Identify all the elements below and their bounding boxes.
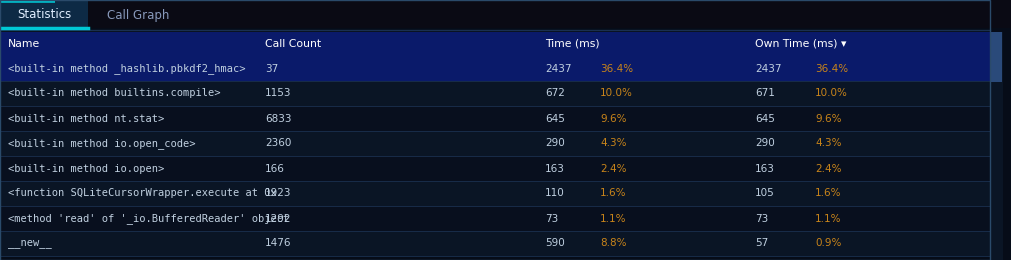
Text: 10.0%: 10.0% — [600, 88, 633, 99]
Bar — [0, 106, 990, 131]
Text: 672: 672 — [545, 88, 565, 99]
Text: __new__: __new__ — [8, 238, 52, 249]
Text: 105: 105 — [755, 188, 774, 198]
Text: 1923: 1923 — [265, 188, 291, 198]
Text: 290: 290 — [755, 139, 774, 148]
Text: 36.4%: 36.4% — [600, 63, 633, 74]
Text: 2437: 2437 — [545, 63, 571, 74]
Text: Call Graph: Call Graph — [107, 9, 169, 22]
Text: Call Count: Call Count — [265, 39, 321, 49]
Text: 1.6%: 1.6% — [815, 188, 841, 198]
Text: <built-in method io.open>: <built-in method io.open> — [8, 164, 164, 173]
Bar — [0, 181, 990, 206]
Bar — [0, 131, 990, 156]
Text: 290: 290 — [545, 139, 565, 148]
Bar — [0, 32, 990, 56]
Bar — [0, 156, 990, 181]
Bar — [0, 206, 990, 231]
Text: 166: 166 — [265, 164, 285, 173]
Text: 9.6%: 9.6% — [600, 114, 627, 124]
Text: 1.6%: 1.6% — [600, 188, 627, 198]
Text: 9.6%: 9.6% — [815, 114, 841, 124]
Text: 1.1%: 1.1% — [815, 213, 841, 224]
Text: 2360: 2360 — [265, 139, 291, 148]
Text: 1292: 1292 — [265, 213, 291, 224]
Text: 36.4%: 36.4% — [815, 63, 848, 74]
Text: <built-in method _hashlib.pbkdf2_hmac>: <built-in method _hashlib.pbkdf2_hmac> — [8, 63, 246, 74]
Text: 2.4%: 2.4% — [600, 164, 627, 173]
Text: 645: 645 — [755, 114, 774, 124]
Text: 2437: 2437 — [755, 63, 782, 74]
Bar — [991, 32, 1002, 82]
Text: 4.3%: 4.3% — [600, 139, 627, 148]
Text: Statistics: Statistics — [17, 9, 71, 22]
Text: 73: 73 — [545, 213, 558, 224]
Text: 6833: 6833 — [265, 114, 291, 124]
Text: 0.9%: 0.9% — [815, 238, 841, 249]
Text: 57: 57 — [755, 238, 768, 249]
Text: 110: 110 — [545, 188, 565, 198]
Bar — [0, 81, 990, 106]
Text: <built-in method io.open_code>: <built-in method io.open_code> — [8, 138, 195, 149]
Text: <built-in method nt.stat>: <built-in method nt.stat> — [8, 114, 164, 124]
Bar — [0, 56, 990, 81]
Text: 2.4%: 2.4% — [815, 164, 841, 173]
Bar — [0, 231, 990, 256]
Text: 163: 163 — [755, 164, 774, 173]
Text: 1476: 1476 — [265, 238, 291, 249]
Text: 73: 73 — [755, 213, 768, 224]
Text: <method 'read' of '_io.BufferedReader' object: <method 'read' of '_io.BufferedReader' o… — [8, 213, 289, 224]
Text: 1153: 1153 — [265, 88, 291, 99]
Text: Time (ms): Time (ms) — [545, 39, 600, 49]
Bar — [990, 32, 1003, 260]
Text: 1.1%: 1.1% — [600, 213, 627, 224]
Text: Name: Name — [8, 39, 40, 49]
Text: 37: 37 — [265, 63, 278, 74]
Text: 671: 671 — [755, 88, 774, 99]
Text: Own Time (ms) ▾: Own Time (ms) ▾ — [755, 39, 846, 49]
Text: 163: 163 — [545, 164, 565, 173]
Text: <function SQLiteCursorWrapper.execute at 0x: <function SQLiteCursorWrapper.execute at… — [8, 188, 277, 198]
Text: 8.8%: 8.8% — [600, 238, 627, 249]
Text: 4.3%: 4.3% — [815, 139, 841, 148]
Text: 645: 645 — [545, 114, 565, 124]
Text: 10.0%: 10.0% — [815, 88, 848, 99]
Bar — [0, 1, 88, 28]
Text: 590: 590 — [545, 238, 565, 249]
Text: <built-in method builtins.compile>: <built-in method builtins.compile> — [8, 88, 220, 99]
Bar — [0, 0, 1011, 28]
